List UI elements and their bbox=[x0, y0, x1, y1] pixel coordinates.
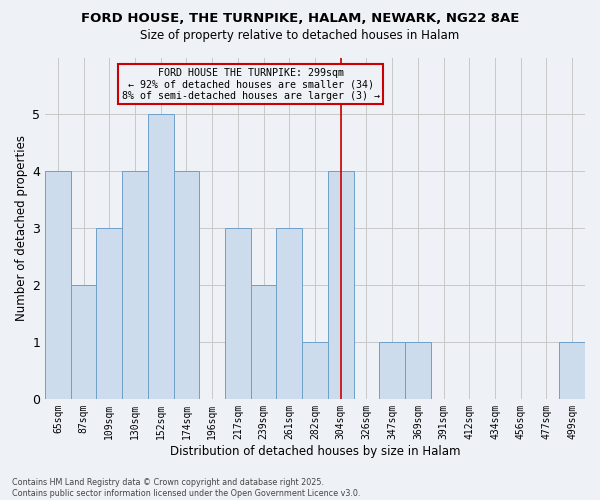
Bar bbox=[148, 114, 173, 399]
Bar bbox=[328, 172, 353, 399]
Bar bbox=[122, 172, 148, 399]
Bar bbox=[379, 342, 405, 399]
Bar bbox=[277, 228, 302, 399]
Bar bbox=[45, 172, 71, 399]
Bar bbox=[559, 342, 585, 399]
Y-axis label: Number of detached properties: Number of detached properties bbox=[15, 135, 28, 321]
Bar bbox=[173, 172, 199, 399]
Bar bbox=[302, 342, 328, 399]
X-axis label: Distribution of detached houses by size in Halam: Distribution of detached houses by size … bbox=[170, 444, 460, 458]
Bar bbox=[405, 342, 431, 399]
Bar bbox=[97, 228, 122, 399]
Bar bbox=[251, 285, 277, 399]
Bar bbox=[71, 285, 97, 399]
Text: Contains HM Land Registry data © Crown copyright and database right 2025.
Contai: Contains HM Land Registry data © Crown c… bbox=[12, 478, 361, 498]
Text: FORD HOUSE, THE TURNPIKE, HALAM, NEWARK, NG22 8AE: FORD HOUSE, THE TURNPIKE, HALAM, NEWARK,… bbox=[81, 12, 519, 26]
Bar bbox=[225, 228, 251, 399]
Text: Size of property relative to detached houses in Halam: Size of property relative to detached ho… bbox=[140, 28, 460, 42]
Text: FORD HOUSE THE TURNPIKE: 299sqm
← 92% of detached houses are smaller (34)
8% of : FORD HOUSE THE TURNPIKE: 299sqm ← 92% of… bbox=[122, 68, 380, 101]
